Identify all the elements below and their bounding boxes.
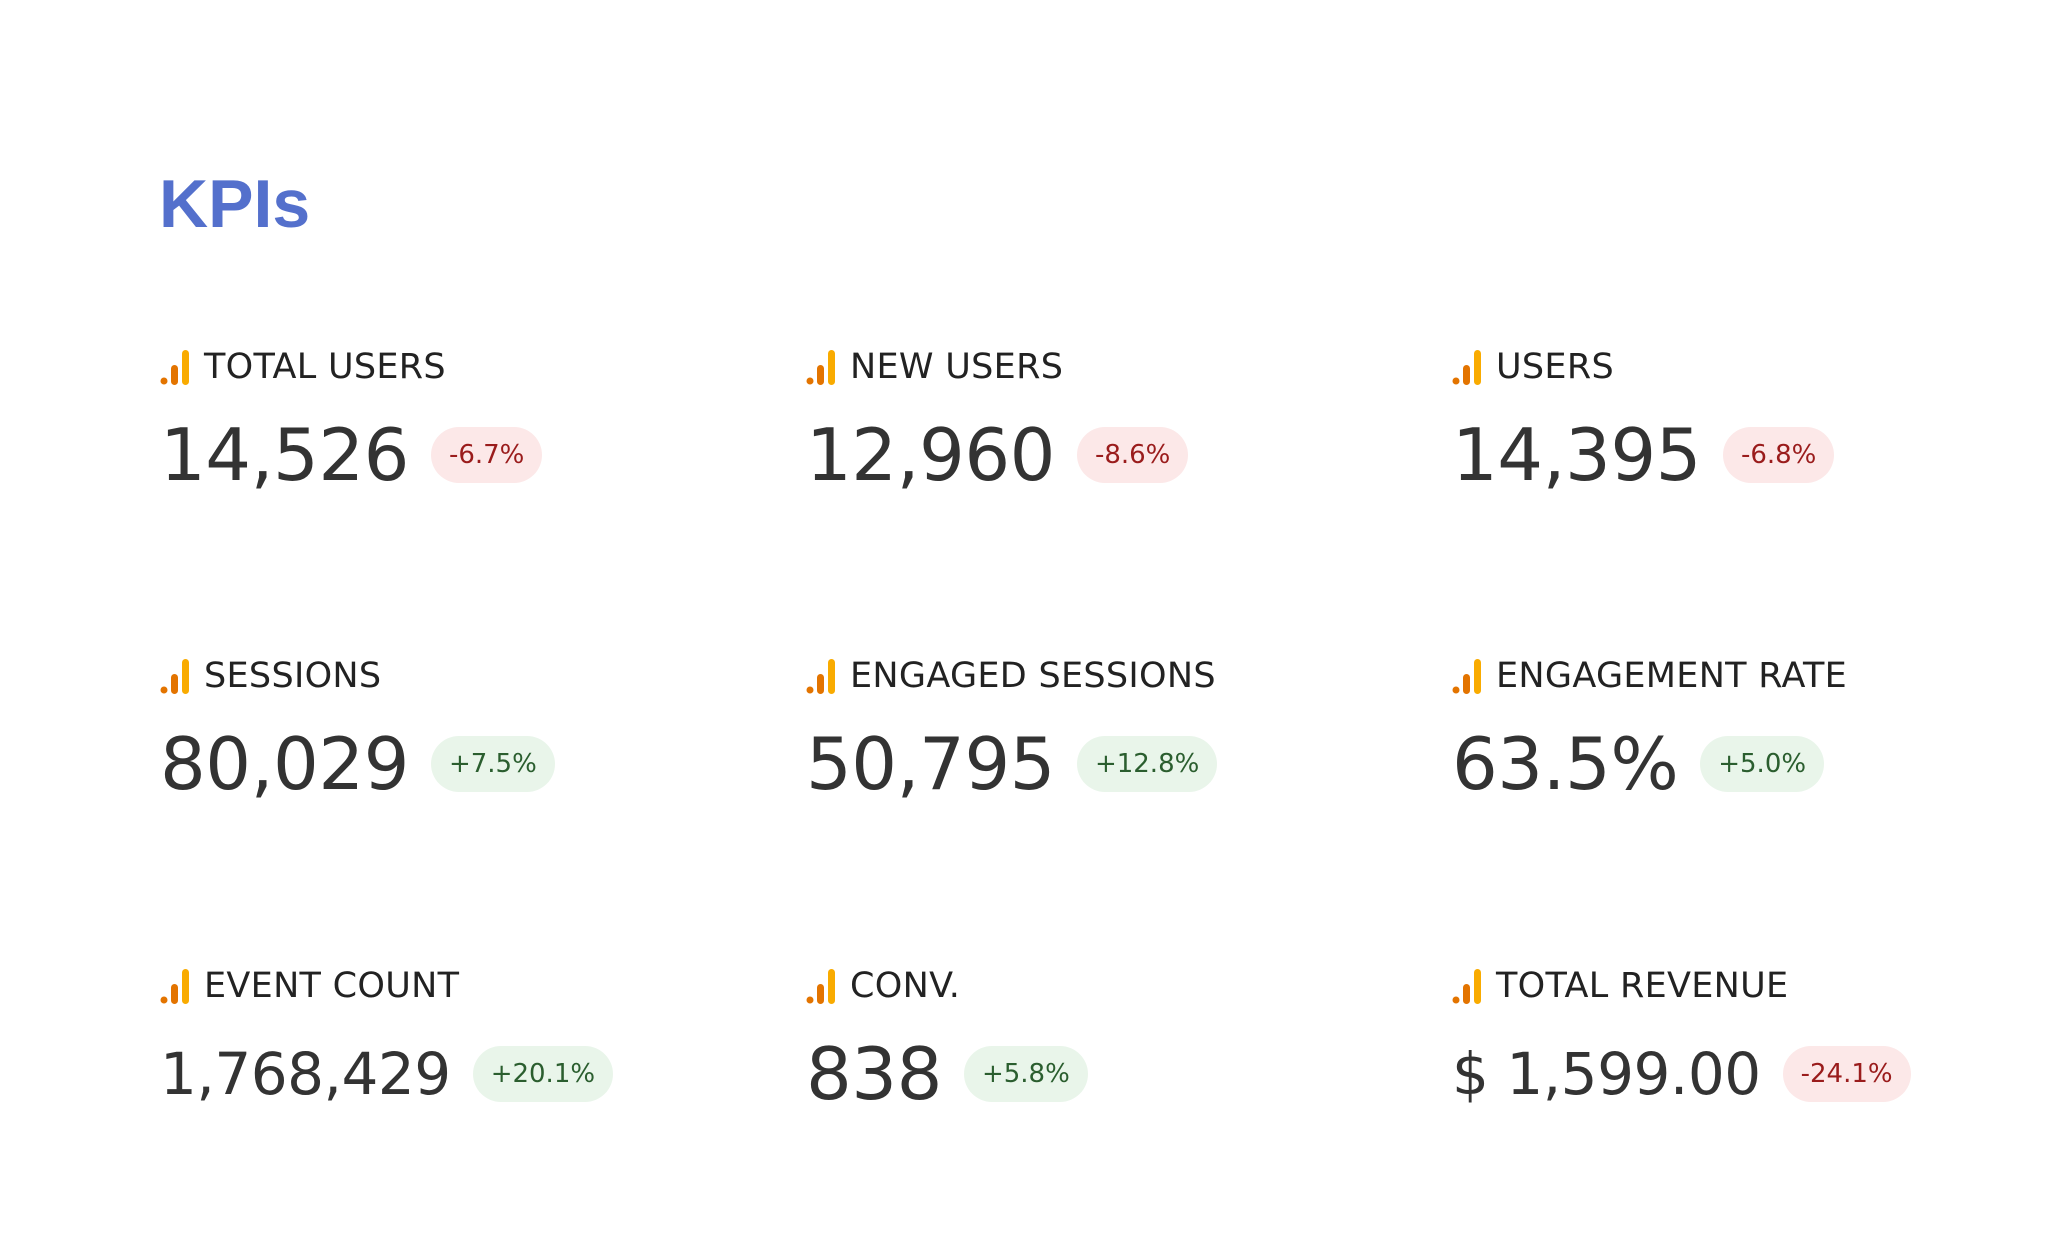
- analytics-bars-icon: [1452, 350, 1481, 385]
- analytics-bars-icon: [1452, 659, 1481, 694]
- page-title: KPIs: [159, 166, 311, 242]
- kpi-value: 12,960: [806, 413, 1055, 497]
- kpi-header: EVENT COUNT: [160, 964, 459, 1008]
- change-badge: +5.8%: [963, 1046, 1088, 1102]
- kpi-header: NEW USERS: [806, 345, 1063, 389]
- change-badge: -24.1%: [1782, 1046, 1911, 1102]
- analytics-bars-icon: [160, 350, 189, 385]
- kpi-body: 838 +5.8%: [806, 1034, 1088, 1114]
- kpi-card-event-count: EVENT COUNT 1,768,429 +20.1%: [160, 964, 780, 1164]
- kpi-body: 14,526 -6.7%: [160, 413, 543, 497]
- kpi-label: USERS: [1496, 347, 1614, 387]
- kpi-value: 14,395: [1452, 413, 1701, 497]
- kpi-label: NEW USERS: [850, 347, 1064, 387]
- kpi-card-sessions: SESSIONS 80,029 +7.5%: [160, 654, 780, 854]
- change-badge: +12.8%: [1076, 736, 1218, 792]
- kpi-body: $ 1,599.00 -24.1%: [1452, 1034, 1911, 1114]
- kpi-card-total-users: TOTAL USERS 14,526 -6.7%: [160, 345, 780, 545]
- analytics-bars-icon: [806, 350, 835, 385]
- kpi-label: ENGAGEMENT RATE: [1496, 656, 1848, 696]
- kpi-card-new-users: NEW USERS 12,960 -8.6%: [806, 345, 1426, 545]
- kpi-header: ENGAGED SESSIONS: [806, 654, 1216, 698]
- change-badge: +7.5%: [430, 736, 555, 792]
- kpi-body: 50,795 +12.8%: [806, 722, 1218, 806]
- change-badge: -6.8%: [1722, 427, 1835, 483]
- kpi-value: 63.5%: [1452, 722, 1679, 806]
- kpi-header: TOTAL REVENUE: [1452, 964, 1788, 1008]
- analytics-bars-icon: [160, 659, 189, 694]
- kpi-header: CONV.: [806, 964, 960, 1008]
- kpi-label: SESSIONS: [204, 656, 382, 696]
- kpi-header: USERS: [1452, 345, 1614, 389]
- kpi-body: 80,029 +7.5%: [160, 724, 555, 804]
- change-badge: +20.1%: [472, 1046, 614, 1102]
- kpi-value: 1,768,429: [160, 1040, 451, 1108]
- kpi-card-total-revenue: TOTAL REVENUE $ 1,599.00 -24.1%: [1452, 964, 2048, 1164]
- kpi-body: 12,960 -8.6%: [806, 413, 1189, 497]
- kpi-value: 50,795: [806, 722, 1055, 806]
- kpi-card-users: USERS 14,395 -6.8%: [1452, 345, 2048, 545]
- change-badge: -8.6%: [1076, 427, 1189, 483]
- kpi-label: TOTAL USERS: [204, 347, 446, 387]
- kpi-label: CONV.: [850, 966, 961, 1006]
- kpi-body: 63.5% +5.0%: [1452, 722, 1825, 806]
- analytics-bars-icon: [160, 969, 189, 1004]
- kpi-card-conversions: CONV. 838 +5.8%: [806, 964, 1426, 1164]
- analytics-bars-icon: [806, 659, 835, 694]
- kpi-value: $ 1,599.00: [1452, 1040, 1761, 1108]
- analytics-bars-icon: [806, 969, 835, 1004]
- kpi-label: TOTAL REVENUE: [1496, 966, 1789, 1006]
- kpi-header: TOTAL USERS: [160, 345, 446, 389]
- kpi-header: SESSIONS: [160, 654, 381, 698]
- kpi-label: EVENT COUNT: [204, 966, 460, 1006]
- kpi-value: 838: [806, 1032, 942, 1116]
- kpi-body: 14,395 -6.8%: [1452, 413, 1835, 497]
- kpi-card-engaged-sessions: ENGAGED SESSIONS 50,795 +12.8%: [806, 654, 1426, 854]
- kpi-value: 80,029: [160, 722, 409, 806]
- kpi-label: ENGAGED SESSIONS: [850, 656, 1216, 696]
- kpi-card-engagement-rate: ENGAGEMENT RATE 63.5% +5.0%: [1452, 654, 2048, 854]
- kpi-value: 14,526: [160, 413, 409, 497]
- change-badge: +5.0%: [1700, 736, 1825, 792]
- analytics-bars-icon: [1452, 969, 1481, 1004]
- kpi-header: ENGAGEMENT RATE: [1452, 654, 1847, 698]
- change-badge: -6.7%: [430, 427, 543, 483]
- kpi-body: 1,768,429 +20.1%: [160, 1034, 614, 1114]
